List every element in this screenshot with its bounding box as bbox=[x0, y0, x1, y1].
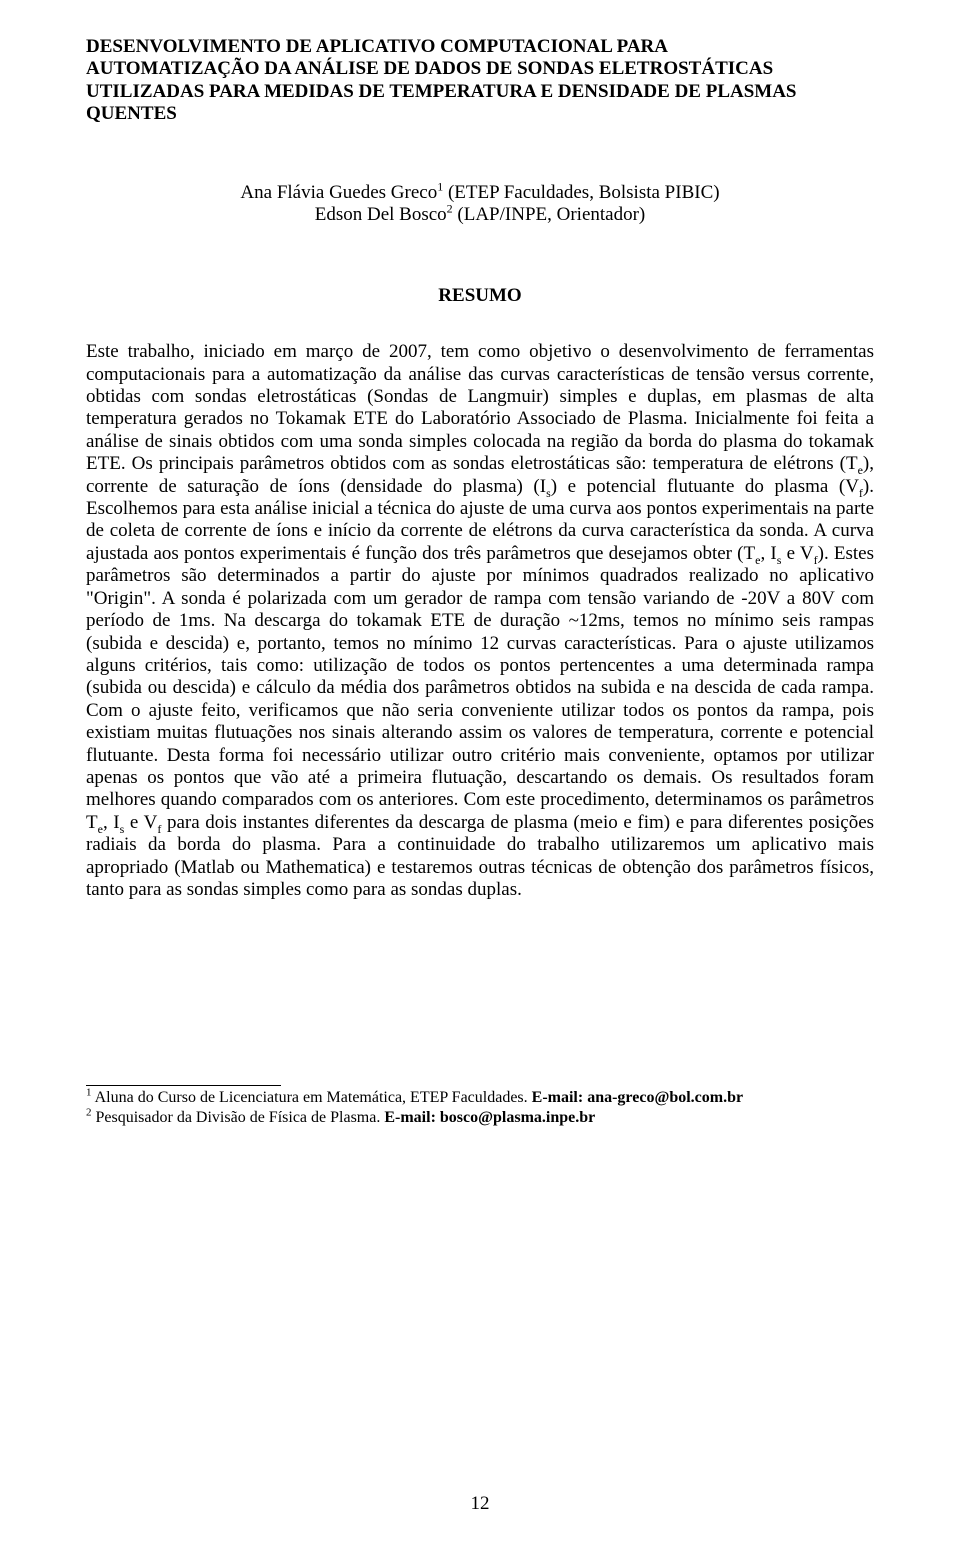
footnote-2: 2 Pesquisador da Divisão de Física de Pl… bbox=[86, 1108, 874, 1127]
abstract-text-10: para dois instantes diferentes da descar… bbox=[86, 812, 874, 900]
page: DESENVOLVIMENTO DE APLICATIVO COMPUTACIO… bbox=[0, 0, 960, 1543]
abstract-text-8: , I bbox=[103, 812, 120, 833]
abstract-text-6: e V bbox=[781, 543, 813, 564]
abstract-text-1: Este trabalho, iniciado em março de 2007… bbox=[86, 341, 874, 474]
footnote-2-email: E-mail: bosco@plasma.inpe.br bbox=[384, 1109, 595, 1126]
title-line-3: UTILIZADAS PARA MEDIDAS DE TEMPERATURA E… bbox=[86, 81, 797, 102]
author-block: Ana Flávia Guedes Greco1 (ETEP Faculdade… bbox=[86, 182, 874, 228]
author-2-affiliation: (LAP/INPE, Orientador) bbox=[453, 204, 646, 225]
abstract-text-7: ). Estes parâmetros são determinados a p… bbox=[86, 543, 874, 833]
document-title: DESENVOLVIMENTO DE APLICATIVO COMPUTACIO… bbox=[86, 36, 874, 126]
footnotes-block: 1 Aluna do Curso de Licenciatura em Mate… bbox=[86, 1088, 874, 1126]
title-line-4: QUENTES bbox=[86, 103, 177, 124]
abstract-text-3: ) e potencial flutuante do plasma (V bbox=[551, 476, 859, 497]
abstract-label: RESUMO bbox=[86, 285, 874, 307]
footnote-1-text: Aluna do Curso de Licenciatura em Matemá… bbox=[92, 1089, 532, 1106]
author-1-affiliation: (ETEP Faculdades, Bolsista PIBIC) bbox=[443, 182, 719, 203]
footnote-1-email: E-mail: ana-greco@bol.com.br bbox=[532, 1089, 743, 1106]
footnote-2-text: Pesquisador da Divisão de Física de Plas… bbox=[92, 1109, 385, 1126]
footnote-1: 1 Aluna do Curso de Licenciatura em Mate… bbox=[86, 1088, 874, 1107]
abstract-text-9: e V bbox=[124, 812, 157, 833]
author-1-name: Ana Flávia Guedes Greco bbox=[240, 182, 437, 203]
page-number: 12 bbox=[0, 1493, 960, 1515]
author-2-name: Edson Del Bosco bbox=[315, 204, 447, 225]
title-line-2: AUTOMATIZAÇÃO DA ANÁLISE DE DADOS DE SON… bbox=[86, 58, 773, 79]
abstract-text-5: , I bbox=[760, 543, 776, 564]
title-line-1: DESENVOLVIMENTO DE APLICATIVO COMPUTACIO… bbox=[86, 36, 668, 57]
footnote-separator bbox=[86, 1085, 281, 1086]
abstract-body: Este trabalho, iniciado em março de 2007… bbox=[86, 341, 874, 901]
